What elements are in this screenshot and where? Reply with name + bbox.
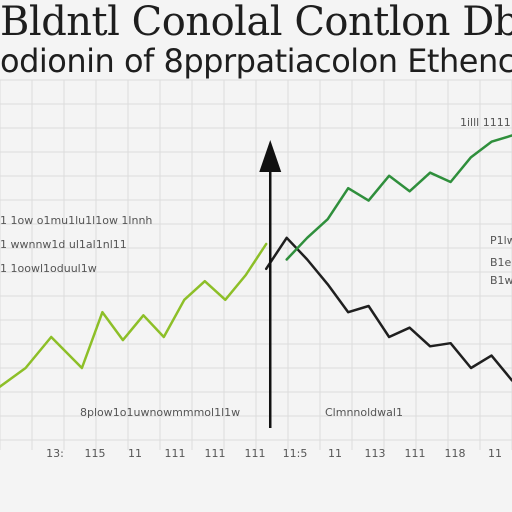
annotation-left-1: 1 1ow o1mu1lu1l1ow 1lnnh — [0, 214, 153, 227]
x-tick-label: 11 — [128, 447, 142, 460]
marker-arrowhead — [259, 140, 282, 172]
annotation-right-4: B1wl1 — [490, 274, 512, 287]
grid — [0, 79, 512, 450]
series-group — [0, 134, 512, 388]
x-tick-label: 111 — [245, 447, 266, 460]
series-line-2 — [285, 134, 512, 261]
x-tick-label: 111 — [165, 447, 186, 460]
annotation-right-1: 1illl 1111 — [460, 116, 511, 129]
vertical-marker: 13: 115 11 111 111 111 11:5 11 113 111 118 11 — [46, 140, 502, 460]
x-tick-label: 111 — [405, 447, 426, 460]
x-tick-label: 115 — [85, 447, 106, 460]
series-line-1 — [264, 236, 512, 382]
x-tick-label: 11:5 — [283, 447, 308, 460]
annotation-left-2: 1 wwnnw1d ul1al1nl11 — [0, 238, 127, 251]
chart-subtitle: odionin of 8pprpatiacolon Ethencls — [0, 42, 512, 80]
x-tick-label: 111 — [205, 447, 226, 460]
chart-title: Bldntl Conolal Contlon Dbltatic — [0, 0, 512, 44]
x-tick-label: 11 — [328, 447, 342, 460]
x-tick-label: 118 — [445, 447, 466, 460]
x-tick-label: 11 — [488, 447, 502, 460]
annotation-bottom-right: Clmnnoldwal1 — [325, 406, 403, 419]
annotation-right-3: B1e: — [490, 256, 512, 269]
x-tick-label: 113 — [365, 447, 386, 460]
annotation-right-2: P1lw — [490, 234, 512, 247]
annotation-left-3: 1 1oowl1oduul1w — [0, 262, 97, 275]
x-tick-label: 13: — [46, 447, 64, 460]
annotation-bottom-left: 8plow1o1uwnowmmmol1l1w — [80, 406, 241, 419]
